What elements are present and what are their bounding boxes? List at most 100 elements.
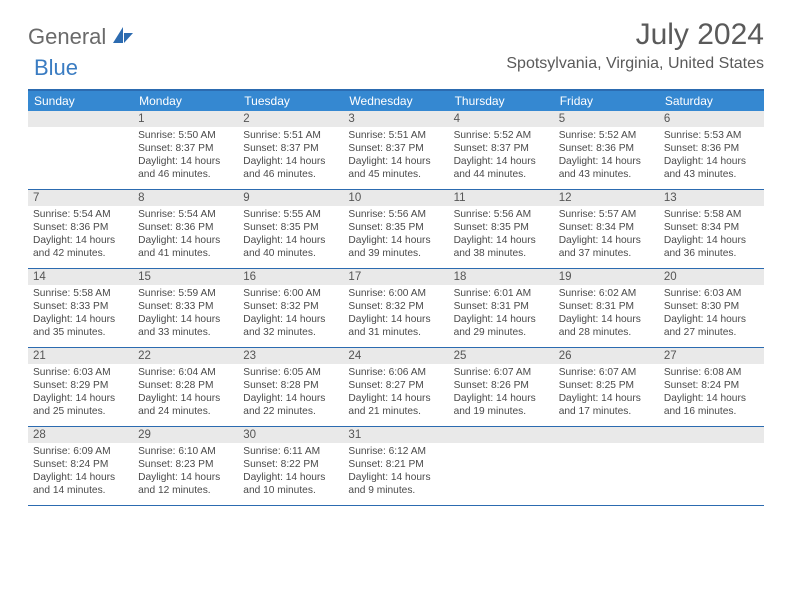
sunrise-line: Sunrise: 6:06 AM: [348, 366, 443, 379]
day-cell: 1Sunrise: 5:50 AMSunset: 8:37 PMDaylight…: [133, 111, 238, 189]
daylight-line: Daylight: 14 hours and 45 minutes.: [348, 155, 443, 181]
day-cell: 10Sunrise: 5:56 AMSunset: 8:35 PMDayligh…: [343, 190, 448, 268]
day-body: [28, 127, 133, 133]
day-cell: 12Sunrise: 5:57 AMSunset: 8:34 PMDayligh…: [554, 190, 659, 268]
day-number: 18: [449, 269, 554, 285]
day-cell: 30Sunrise: 6:11 AMSunset: 8:22 PMDayligh…: [238, 427, 343, 505]
day-body: Sunrise: 6:11 AMSunset: 8:22 PMDaylight:…: [238, 443, 343, 501]
day-body: Sunrise: 5:52 AMSunset: 8:37 PMDaylight:…: [449, 127, 554, 185]
sunset-line: Sunset: 8:34 PM: [664, 221, 759, 234]
day-cell: 13Sunrise: 5:58 AMSunset: 8:34 PMDayligh…: [659, 190, 764, 268]
daylight-line: Daylight: 14 hours and 42 minutes.: [33, 234, 128, 260]
sunset-line: Sunset: 8:27 PM: [348, 379, 443, 392]
sunset-line: Sunset: 8:37 PM: [348, 142, 443, 155]
week-row: 14Sunrise: 5:58 AMSunset: 8:33 PMDayligh…: [28, 269, 764, 348]
daylight-line: Daylight: 14 hours and 10 minutes.: [243, 471, 338, 497]
day-header-sun: Sunday: [28, 91, 133, 111]
day-body: Sunrise: 5:59 AMSunset: 8:33 PMDaylight:…: [133, 285, 238, 343]
day-number: 25: [449, 348, 554, 364]
day-body: Sunrise: 5:50 AMSunset: 8:37 PMDaylight:…: [133, 127, 238, 185]
daylight-line: Daylight: 14 hours and 12 minutes.: [138, 471, 233, 497]
day-number: 24: [343, 348, 448, 364]
sunrise-line: Sunrise: 6:11 AM: [243, 445, 338, 458]
day-number: 5: [554, 111, 659, 127]
day-body: Sunrise: 6:12 AMSunset: 8:21 PMDaylight:…: [343, 443, 448, 501]
day-cell: 22Sunrise: 6:04 AMSunset: 8:28 PMDayligh…: [133, 348, 238, 426]
day-cell: 9Sunrise: 5:55 AMSunset: 8:35 PMDaylight…: [238, 190, 343, 268]
sunrise-line: Sunrise: 5:54 AM: [138, 208, 233, 221]
sunset-line: Sunset: 8:31 PM: [454, 300, 549, 313]
sunrise-line: Sunrise: 5:52 AM: [559, 129, 654, 142]
daylight-line: Daylight: 14 hours and 16 minutes.: [664, 392, 759, 418]
day-number: 30: [238, 427, 343, 443]
day-body: Sunrise: 6:02 AMSunset: 8:31 PMDaylight:…: [554, 285, 659, 343]
daylight-line: Daylight: 14 hours and 39 minutes.: [348, 234, 443, 260]
day-number: 4: [449, 111, 554, 127]
day-number: 11: [449, 190, 554, 206]
day-number: 14: [28, 269, 133, 285]
sunset-line: Sunset: 8:24 PM: [33, 458, 128, 471]
day-body: Sunrise: 6:06 AMSunset: 8:27 PMDaylight:…: [343, 364, 448, 422]
daylight-line: Daylight: 14 hours and 41 minutes.: [138, 234, 233, 260]
sunrise-line: Sunrise: 6:12 AM: [348, 445, 443, 458]
day-number: 1: [133, 111, 238, 127]
day-body: Sunrise: 5:57 AMSunset: 8:34 PMDaylight:…: [554, 206, 659, 264]
day-body: Sunrise: 6:01 AMSunset: 8:31 PMDaylight:…: [449, 285, 554, 343]
day-cell: 14Sunrise: 5:58 AMSunset: 8:33 PMDayligh…: [28, 269, 133, 347]
sunrise-line: Sunrise: 6:01 AM: [454, 287, 549, 300]
day-body: Sunrise: 6:00 AMSunset: 8:32 PMDaylight:…: [343, 285, 448, 343]
sunset-line: Sunset: 8:37 PM: [243, 142, 338, 155]
sunrise-line: Sunrise: 5:51 AM: [243, 129, 338, 142]
sunrise-line: Sunrise: 5:51 AM: [348, 129, 443, 142]
sunset-line: Sunset: 8:35 PM: [454, 221, 549, 234]
sunset-line: Sunset: 8:36 PM: [138, 221, 233, 234]
sunrise-line: Sunrise: 6:03 AM: [664, 287, 759, 300]
day-header-tue: Tuesday: [238, 91, 343, 111]
daylight-line: Daylight: 14 hours and 22 minutes.: [243, 392, 338, 418]
calendar: Sunday Monday Tuesday Wednesday Thursday…: [28, 89, 764, 506]
sunrise-line: Sunrise: 6:00 AM: [243, 287, 338, 300]
day-body: Sunrise: 6:09 AMSunset: 8:24 PMDaylight:…: [28, 443, 133, 501]
sunset-line: Sunset: 8:33 PM: [138, 300, 233, 313]
daylight-line: Daylight: 14 hours and 46 minutes.: [243, 155, 338, 181]
day-body: Sunrise: 5:58 AMSunset: 8:34 PMDaylight:…: [659, 206, 764, 264]
day-header-wed: Wednesday: [343, 91, 448, 111]
day-body: Sunrise: 6:03 AMSunset: 8:30 PMDaylight:…: [659, 285, 764, 343]
daylight-line: Daylight: 14 hours and 21 minutes.: [348, 392, 443, 418]
sunrise-line: Sunrise: 6:05 AM: [243, 366, 338, 379]
day-cell: 2Sunrise: 5:51 AMSunset: 8:37 PMDaylight…: [238, 111, 343, 189]
daylight-line: Daylight: 14 hours and 44 minutes.: [454, 155, 549, 181]
sunrise-line: Sunrise: 5:53 AM: [664, 129, 759, 142]
day-number: 28: [28, 427, 133, 443]
sunset-line: Sunset: 8:22 PM: [243, 458, 338, 471]
day-body: Sunrise: 5:54 AMSunset: 8:36 PMDaylight:…: [28, 206, 133, 264]
day-number: [659, 427, 764, 443]
day-header-sat: Saturday: [659, 91, 764, 111]
title-block: July 2024 Spotsylvania, Virginia, United…: [506, 18, 764, 73]
day-body: [449, 443, 554, 449]
day-number: [554, 427, 659, 443]
day-body: [659, 443, 764, 449]
day-number: 3: [343, 111, 448, 127]
daylight-line: Daylight: 14 hours and 43 minutes.: [664, 155, 759, 181]
day-body: Sunrise: 5:56 AMSunset: 8:35 PMDaylight:…: [343, 206, 448, 264]
day-number: [28, 111, 133, 127]
day-cell: 31Sunrise: 6:12 AMSunset: 8:21 PMDayligh…: [343, 427, 448, 505]
day-cell: 19Sunrise: 6:02 AMSunset: 8:31 PMDayligh…: [554, 269, 659, 347]
sunset-line: Sunset: 8:28 PM: [243, 379, 338, 392]
day-number: 16: [238, 269, 343, 285]
sunrise-line: Sunrise: 6:07 AM: [454, 366, 549, 379]
sunset-line: Sunset: 8:32 PM: [348, 300, 443, 313]
sunrise-line: Sunrise: 5:55 AM: [243, 208, 338, 221]
day-cell: 23Sunrise: 6:05 AMSunset: 8:28 PMDayligh…: [238, 348, 343, 426]
sunset-line: Sunset: 8:37 PM: [454, 142, 549, 155]
day-body: Sunrise: 6:08 AMSunset: 8:24 PMDaylight:…: [659, 364, 764, 422]
sunrise-line: Sunrise: 6:03 AM: [33, 366, 128, 379]
sunset-line: Sunset: 8:25 PM: [559, 379, 654, 392]
day-cell: 21Sunrise: 6:03 AMSunset: 8:29 PMDayligh…: [28, 348, 133, 426]
day-cell: 17Sunrise: 6:00 AMSunset: 8:32 PMDayligh…: [343, 269, 448, 347]
day-body: Sunrise: 5:56 AMSunset: 8:35 PMDaylight:…: [449, 206, 554, 264]
sunrise-line: Sunrise: 5:59 AM: [138, 287, 233, 300]
day-cell: 20Sunrise: 6:03 AMSunset: 8:30 PMDayligh…: [659, 269, 764, 347]
day-body: Sunrise: 6:04 AMSunset: 8:28 PMDaylight:…: [133, 364, 238, 422]
